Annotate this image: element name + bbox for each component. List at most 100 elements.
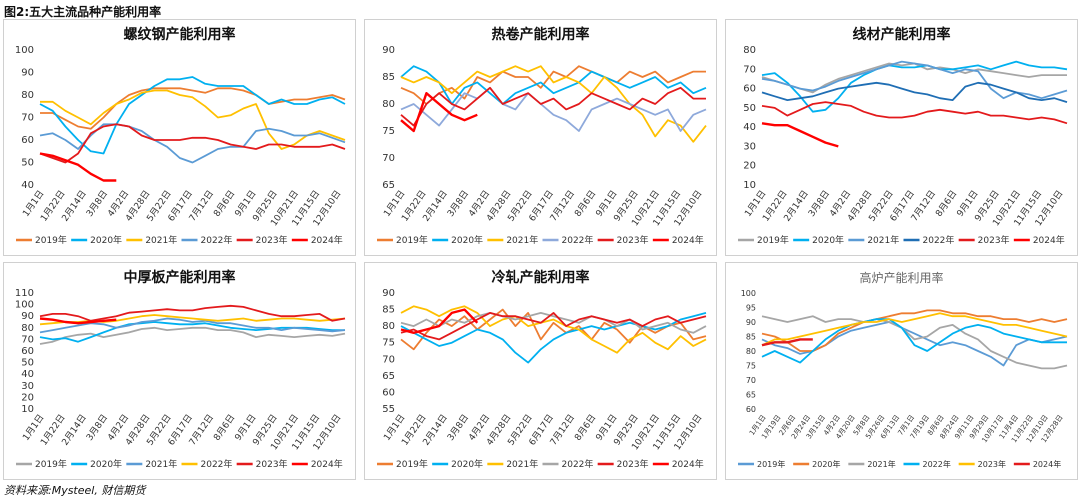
y-tick-label: 90	[746, 318, 756, 327]
chart-title: 螺纹钢产能利用率	[124, 26, 236, 43]
series-line	[761, 318, 1067, 364]
series-line	[39, 123, 346, 164]
y-tick-label: 70	[21, 334, 34, 345]
chart-panel-rebar: 螺纹钢产能利用率 40 50 60 70 80 90 100 1月1日 1月22日 2月14日 3月8…	[3, 19, 356, 256]
y-tick-label: 10	[21, 404, 34, 415]
chart-coldroll: 冷轧产能利用率55606570758085901月1日1月22日2月14日3月8…	[377, 269, 707, 470]
y-tick-label: 60	[743, 84, 756, 95]
series-line	[40, 87, 346, 130]
y-tick-label: 65	[746, 391, 756, 400]
y-tick-label: 70	[382, 354, 395, 365]
legend-label: 2020年	[451, 458, 483, 470]
chart-panel-wire: 线材产能利用率 10 20 30 40 50 60 70 80 1月1日 1月22日 2月14日 3月8…	[725, 19, 1078, 256]
legend-label: 2021年	[145, 234, 177, 246]
series-line	[39, 152, 117, 182]
legend-label: 2019年	[757, 234, 789, 246]
y-tick-label: 70	[743, 64, 756, 75]
y-tick-label: 90	[382, 288, 395, 299]
y-tick-label: 20	[743, 161, 756, 172]
y-tick-label: 20	[21, 392, 34, 403]
legend-label: 2019年	[35, 234, 67, 246]
chart-panel-hotroll: 热卷产能利用率 65 70 75 80 85 90 1月1日 1月22日 2月14日 3月8日 4月2…	[364, 19, 717, 256]
y-tick-label: 80	[21, 323, 34, 334]
chart-title: 高炉产能利用率	[859, 270, 943, 285]
y-tick-label: 50	[743, 103, 756, 114]
y-tick-label: 60	[746, 405, 756, 414]
series-line	[761, 122, 839, 148]
series-line	[39, 317, 117, 325]
y-tick-label: 40	[21, 369, 34, 380]
legend-label: 2020年	[90, 234, 122, 246]
legend-label: 2022年	[201, 234, 233, 246]
legend-label: 2019年	[757, 459, 785, 469]
chart-wire: 线材产能利用率10203040506070801月1日1月22日2月14日3月8…	[738, 26, 1068, 246]
legend-label: 2022年	[201, 458, 233, 470]
y-tick-label: 40	[21, 180, 34, 191]
y-tick-label: 75	[746, 362, 756, 371]
y-tick-label: 60	[21, 346, 34, 357]
y-tick-label: 80	[746, 347, 756, 356]
y-tick-label: 85	[382, 305, 395, 316]
legend-label: 2020年	[451, 234, 483, 246]
y-tick-label: 70	[382, 153, 395, 164]
legend-label: 2021年	[867, 459, 895, 469]
y-tick-label: 55	[382, 404, 395, 415]
series-line	[400, 308, 479, 334]
y-tick-label: 80	[21, 90, 34, 101]
legend-label: 2023年	[978, 459, 1006, 469]
series-line	[400, 312, 707, 341]
legend-label: 2023年	[617, 458, 649, 470]
y-tick-label: 95	[746, 304, 756, 313]
figure-title: 图2:五大主流品种产能利用率	[4, 5, 162, 19]
y-tick-label: 100	[741, 289, 756, 298]
series-line	[39, 76, 346, 155]
series-line	[400, 86, 707, 132]
series-line	[761, 101, 1068, 125]
legend-label: 2023年	[256, 458, 288, 470]
legend-label: 2021年	[867, 234, 899, 246]
legend-label: 2019年	[396, 234, 428, 246]
series-line	[761, 81, 1068, 103]
y-tick-label: 10	[743, 180, 756, 191]
series-line	[761, 312, 1068, 347]
legend-label: 2021年	[506, 458, 538, 470]
y-tick-label: 30	[743, 141, 756, 152]
y-tick-label: 80	[382, 321, 395, 332]
series-line	[39, 326, 346, 345]
y-tick-label: 75	[382, 338, 395, 349]
y-tick-label: 85	[382, 72, 395, 83]
series-line	[400, 65, 707, 143]
legend-label: 2022年	[562, 234, 594, 246]
y-tick-label: 80	[743, 45, 756, 56]
y-tick-label: 30	[21, 381, 34, 392]
y-tick-label: 90	[21, 68, 34, 79]
series-line	[39, 123, 346, 164]
legend-label: 2024年	[1033, 459, 1061, 469]
legend-label: 2021年	[506, 234, 538, 246]
legend-label: 2019年	[396, 458, 428, 470]
series-line	[400, 312, 707, 364]
y-tick-label: 50	[21, 358, 34, 369]
source-note: 资料来源:Mysteel, 财信期货	[4, 484, 146, 497]
y-tick-label: 80	[382, 99, 395, 110]
y-tick-label: 60	[21, 135, 34, 146]
series-line	[400, 305, 707, 354]
legend-label: 2022年	[923, 459, 951, 469]
y-tick-label: 60	[382, 387, 395, 398]
legend-label: 2024年	[672, 458, 704, 470]
series-line	[761, 60, 1068, 113]
series-line	[400, 86, 706, 127]
y-tick-label: 50	[21, 158, 34, 169]
chart-title: 冷轧产能利用率	[492, 269, 590, 286]
chart-title: 中厚板产能利用率	[124, 269, 236, 286]
legend-label: 2019年	[35, 458, 67, 470]
y-tick-label: 70	[21, 113, 34, 124]
chart-rebar: 螺纹钢产能利用率4050607080901001月1日1月22日2月14日3月8…	[15, 26, 346, 246]
y-tick-label: 90	[382, 45, 395, 56]
legend-label: 2022年	[562, 458, 594, 470]
legend-label: 2020年	[812, 459, 840, 469]
chart-blastfurnace: 高炉产能利用率60657075808590951001月1日1月19日2月6日2…	[738, 270, 1068, 469]
legend-label: 2021年	[145, 458, 177, 470]
legend-label: 2020年	[812, 234, 844, 246]
legend-label: 2023年	[978, 234, 1010, 246]
